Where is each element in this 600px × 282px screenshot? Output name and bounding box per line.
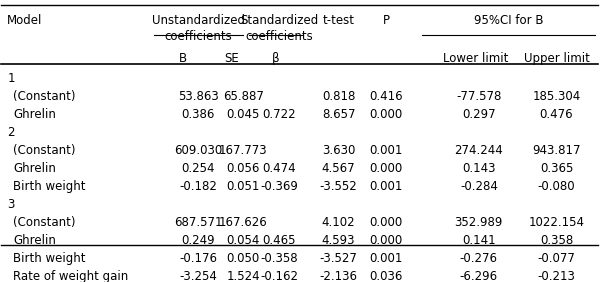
Text: 0.051: 0.051 xyxy=(226,180,260,193)
Text: 609.030: 609.030 xyxy=(174,144,223,157)
Text: 0.050: 0.050 xyxy=(226,252,260,265)
Text: 8.657: 8.657 xyxy=(322,108,355,121)
Text: 943.817: 943.817 xyxy=(532,144,581,157)
Text: 0.416: 0.416 xyxy=(370,90,403,103)
Text: Model: Model xyxy=(7,14,43,27)
Text: 0.001: 0.001 xyxy=(370,144,403,157)
Text: Ghrelin: Ghrelin xyxy=(13,234,56,247)
Text: -0.162: -0.162 xyxy=(260,270,298,282)
Text: 0.036: 0.036 xyxy=(370,270,403,282)
Text: 65.887: 65.887 xyxy=(223,90,263,103)
Text: 0.143: 0.143 xyxy=(462,162,496,175)
Text: 3: 3 xyxy=(7,198,15,211)
Text: t-test: t-test xyxy=(323,14,355,27)
Text: Birth weight: Birth weight xyxy=(13,252,86,265)
Text: -0.213: -0.213 xyxy=(538,270,575,282)
Text: 352.989: 352.989 xyxy=(455,216,503,229)
Text: -77.578: -77.578 xyxy=(456,90,502,103)
Text: 0.465: 0.465 xyxy=(262,234,296,247)
Text: 0.001: 0.001 xyxy=(370,252,403,265)
Text: Birth weight: Birth weight xyxy=(13,180,86,193)
Text: 0.000: 0.000 xyxy=(370,216,403,229)
Text: Unstandardized
coefficients: Unstandardized coefficients xyxy=(152,14,245,43)
Text: 687.571: 687.571 xyxy=(174,216,223,229)
Text: 0.476: 0.476 xyxy=(539,108,573,121)
Text: -0.176: -0.176 xyxy=(179,252,217,265)
Text: 53.863: 53.863 xyxy=(178,90,219,103)
Text: -2.136: -2.136 xyxy=(320,270,358,282)
Text: 274.244: 274.244 xyxy=(454,144,503,157)
Text: SE: SE xyxy=(224,52,239,65)
Text: 167.626: 167.626 xyxy=(219,216,268,229)
Text: 185.304: 185.304 xyxy=(532,90,581,103)
Text: (Constant): (Constant) xyxy=(13,90,76,103)
Text: 0.386: 0.386 xyxy=(182,108,215,121)
Text: P: P xyxy=(383,14,390,27)
Text: 0.254: 0.254 xyxy=(182,162,215,175)
Text: Standardized
coefficients: Standardized coefficients xyxy=(240,14,318,43)
Text: 95%CI for B: 95%CI for B xyxy=(474,14,544,27)
Text: 167.773: 167.773 xyxy=(219,144,268,157)
Text: -0.080: -0.080 xyxy=(538,180,575,193)
Text: -0.276: -0.276 xyxy=(460,252,498,265)
Text: Upper limit: Upper limit xyxy=(524,52,589,65)
Text: Ghrelin: Ghrelin xyxy=(13,162,56,175)
Text: -3.552: -3.552 xyxy=(320,180,358,193)
Text: 0.722: 0.722 xyxy=(262,108,296,121)
Text: 0.818: 0.818 xyxy=(322,90,355,103)
Text: 4.567: 4.567 xyxy=(322,162,355,175)
Text: 2: 2 xyxy=(7,126,15,139)
Text: 1022.154: 1022.154 xyxy=(529,216,584,229)
Text: 0.365: 0.365 xyxy=(540,162,573,175)
Text: (Constant): (Constant) xyxy=(13,216,76,229)
Text: 0.141: 0.141 xyxy=(462,234,496,247)
Text: 4.102: 4.102 xyxy=(322,216,355,229)
Text: -0.284: -0.284 xyxy=(460,180,498,193)
Text: -3.527: -3.527 xyxy=(320,252,358,265)
Text: Rate of weight gain: Rate of weight gain xyxy=(13,270,128,282)
Text: B: B xyxy=(179,52,187,65)
Text: 3.630: 3.630 xyxy=(322,144,355,157)
Text: 4.593: 4.593 xyxy=(322,234,355,247)
Text: 0.297: 0.297 xyxy=(462,108,496,121)
Text: 0.056: 0.056 xyxy=(226,162,260,175)
Text: -0.358: -0.358 xyxy=(260,252,298,265)
Text: Ghrelin: Ghrelin xyxy=(13,108,56,121)
Text: β: β xyxy=(272,52,280,65)
Text: 0.001: 0.001 xyxy=(370,180,403,193)
Text: 0.000: 0.000 xyxy=(370,234,403,247)
Text: 0.358: 0.358 xyxy=(540,234,573,247)
Text: -6.296: -6.296 xyxy=(460,270,498,282)
Text: 0.000: 0.000 xyxy=(370,162,403,175)
Text: 1: 1 xyxy=(7,72,15,85)
Text: 0.249: 0.249 xyxy=(182,234,215,247)
Text: (Constant): (Constant) xyxy=(13,144,76,157)
Text: 0.045: 0.045 xyxy=(226,108,260,121)
Text: 0.054: 0.054 xyxy=(226,234,260,247)
Text: -3.254: -3.254 xyxy=(179,270,217,282)
Text: -0.182: -0.182 xyxy=(179,180,217,193)
Text: 0.000: 0.000 xyxy=(370,108,403,121)
Text: 1.524: 1.524 xyxy=(226,270,260,282)
Text: 0.474: 0.474 xyxy=(262,162,296,175)
Text: -0.369: -0.369 xyxy=(260,180,298,193)
Text: Lower limit: Lower limit xyxy=(443,52,509,65)
Text: -0.077: -0.077 xyxy=(538,252,575,265)
